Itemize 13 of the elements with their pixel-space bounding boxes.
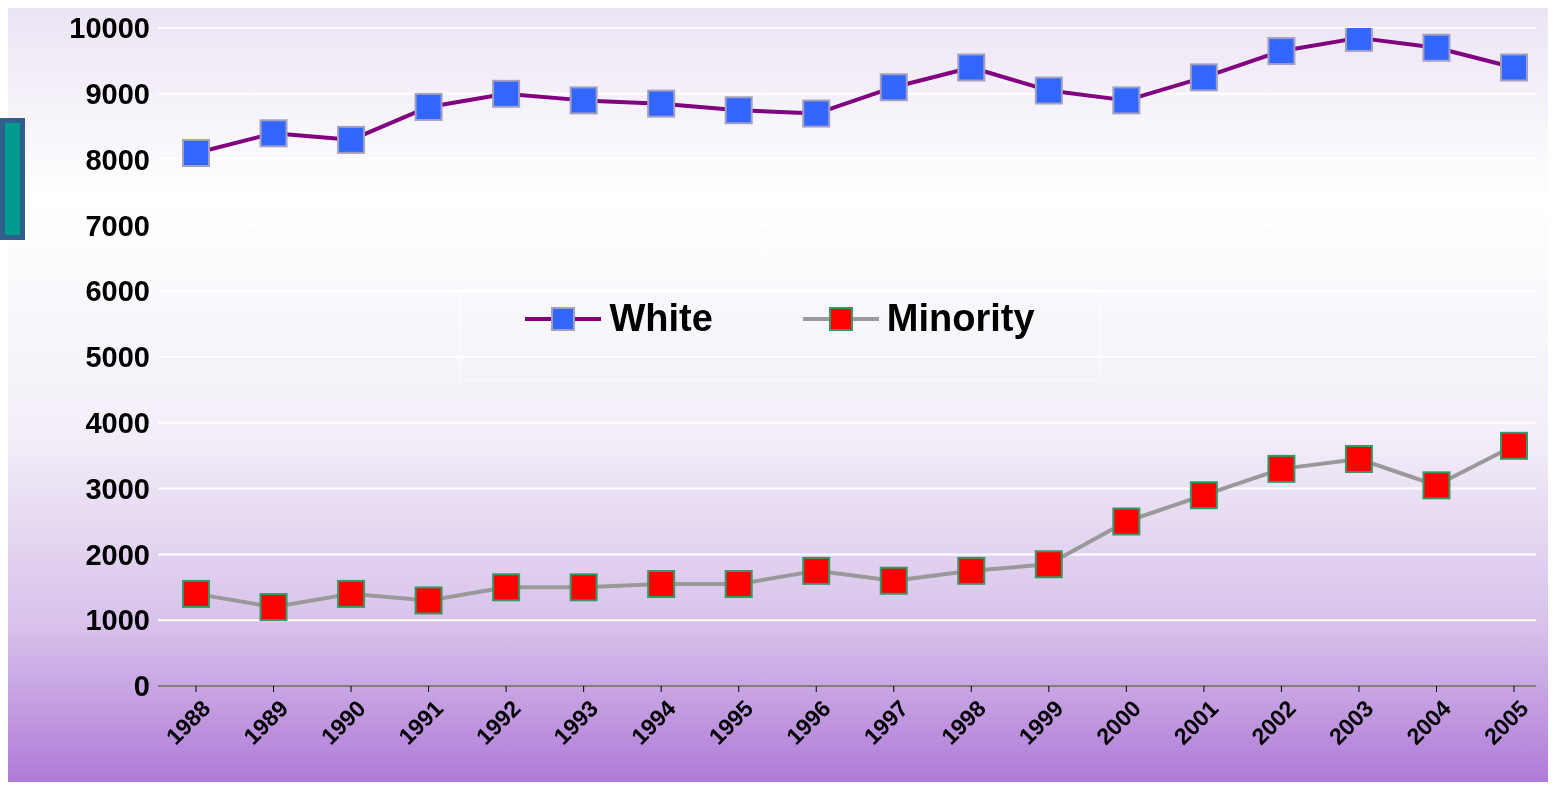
- legend-label: Minority: [886, 297, 1035, 340]
- y-tick-label: 8000: [85, 143, 150, 176]
- y-tick-label: 9000: [85, 78, 150, 111]
- y-tick-label: 0: [133, 670, 150, 703]
- y-tick-label: 5000: [85, 341, 150, 374]
- y-tick-label: 10000: [69, 12, 150, 45]
- y-tick-label: 4000: [85, 407, 150, 440]
- y-tick-label: 2000: [85, 538, 150, 571]
- y-tick-label: 1000: [85, 604, 150, 637]
- y-tick-label: 7000: [85, 209, 150, 242]
- legend-label: White: [609, 297, 713, 340]
- y-tick-label: 6000: [85, 275, 150, 308]
- y-tick-label: 3000: [85, 472, 150, 505]
